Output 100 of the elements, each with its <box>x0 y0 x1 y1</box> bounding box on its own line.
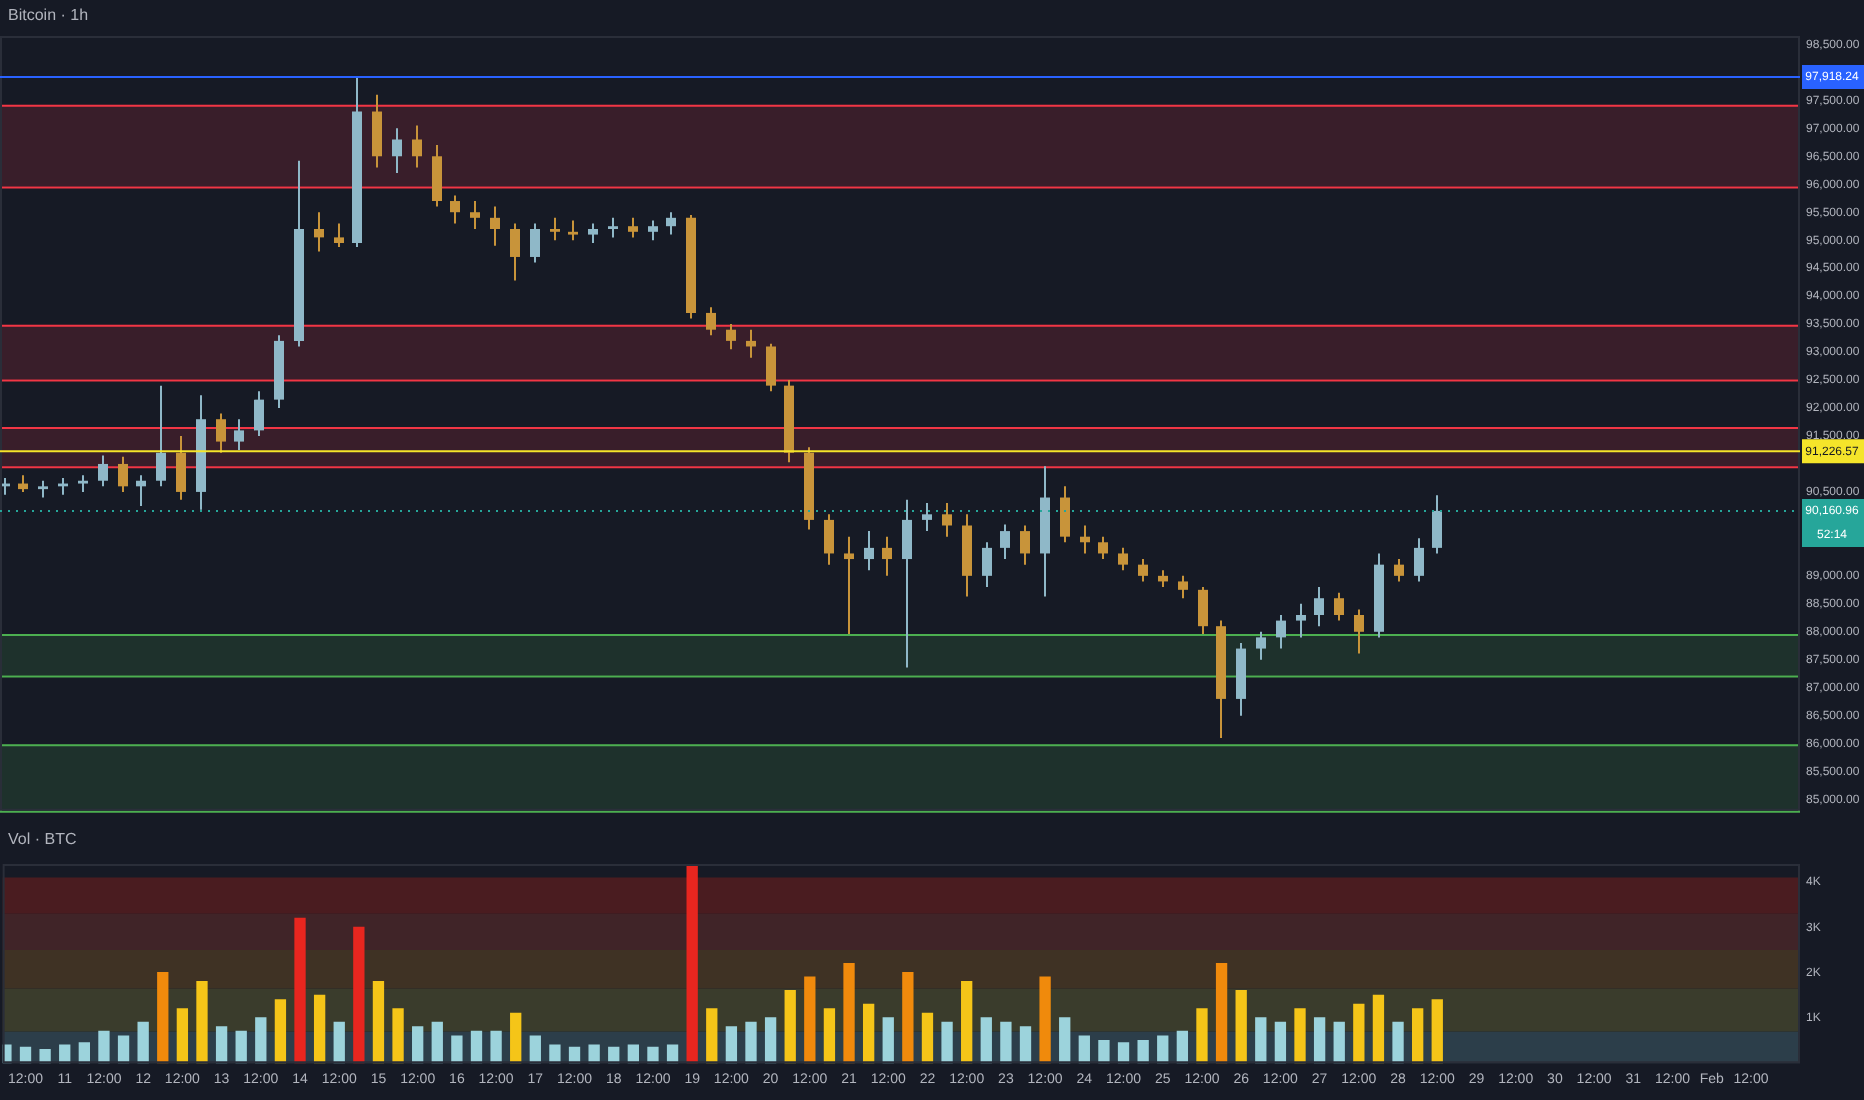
bar <box>470 1030 483 1064</box>
bar <box>745 1021 757 1064</box>
bar <box>431 1021 443 1064</box>
candlestick <box>942 502 952 538</box>
candlestick <box>234 418 244 451</box>
bar <box>313 994 326 1064</box>
bar <box>1353 1003 1365 1064</box>
candlestick <box>864 530 874 572</box>
candlestick <box>588 222 598 244</box>
bar <box>706 1008 718 1064</box>
candlestick <box>1276 614 1286 650</box>
bar <box>1313 1017 1326 1064</box>
bar <box>1333 1021 1345 1064</box>
bar <box>1372 994 1385 1064</box>
candlestick <box>334 222 344 248</box>
bar <box>804 976 816 1064</box>
candlestick <box>1314 586 1324 628</box>
candlestick <box>568 219 578 242</box>
candlestick <box>1000 523 1010 561</box>
candlestick <box>882 535 892 577</box>
candlestick <box>608 216 618 239</box>
bar <box>1019 1026 1032 1064</box>
candlestick <box>902 498 912 669</box>
bar <box>1235 990 1247 1064</box>
bar <box>274 999 287 1064</box>
bar <box>1137 1039 1149 1064</box>
candlestick <box>1138 558 1148 583</box>
bar <box>137 1021 149 1064</box>
bar <box>1196 1008 1208 1064</box>
candlestick <box>450 194 460 225</box>
candlestick <box>1118 546 1128 572</box>
candlestick <box>1020 524 1030 566</box>
candlestick <box>156 384 166 488</box>
candlestick <box>372 93 382 169</box>
candlestick <box>530 222 540 264</box>
bar <box>353 926 365 1064</box>
bar <box>961 981 973 1064</box>
candlestick <box>176 434 186 501</box>
candlestick <box>922 502 932 533</box>
bar <box>333 1021 345 1064</box>
bar <box>392 1008 404 1064</box>
bar <box>1294 1008 1306 1064</box>
bar <box>1059 1017 1071 1064</box>
candlestick <box>1394 558 1404 583</box>
bar <box>1392 1021 1404 1064</box>
bar <box>588 1044 600 1064</box>
bar <box>862 1003 875 1064</box>
bar <box>549 1044 561 1064</box>
bar <box>1431 999 1443 1064</box>
candlestick <box>726 323 736 351</box>
bar <box>725 1026 738 1064</box>
bar <box>980 1017 992 1064</box>
candlestick <box>648 219 658 242</box>
bar <box>176 1008 189 1064</box>
candlestick <box>314 211 324 253</box>
candlestick <box>666 211 676 236</box>
candlestick <box>844 535 854 636</box>
bar <box>510 1012 522 1064</box>
candlestick <box>1334 591 1344 622</box>
bar <box>784 990 796 1064</box>
candlestick <box>216 412 226 454</box>
candlestick <box>470 200 480 230</box>
bar <box>98 1030 110 1064</box>
bar <box>372 981 385 1064</box>
bar <box>1078 1035 1090 1064</box>
bar <box>1255 1017 1267 1064</box>
candlestick <box>1414 537 1424 583</box>
bar <box>764 1017 777 1064</box>
candlestick <box>1432 494 1442 555</box>
bar <box>215 1026 228 1064</box>
bar <box>157 972 169 1064</box>
candlestick <box>432 144 442 208</box>
candlestick <box>1256 630 1266 661</box>
chart-title: Bitcoin · 1h <box>8 6 89 25</box>
candlestick <box>392 127 402 175</box>
bar <box>647 1046 659 1064</box>
candlestick <box>412 124 422 169</box>
bar <box>451 1035 463 1064</box>
bar <box>1098 1039 1110 1064</box>
bar <box>941 1021 953 1064</box>
bar <box>529 1035 541 1064</box>
candlestick <box>706 306 716 337</box>
bar <box>882 1017 894 1064</box>
candlestick <box>510 222 520 282</box>
bar <box>1176 1030 1189 1064</box>
bar <box>1157 1035 1169 1064</box>
candlestick <box>628 216 638 239</box>
candlestick <box>1354 608 1364 655</box>
bar <box>412 1026 424 1064</box>
chart-title: Vol · BTC <box>8 830 77 849</box>
candlestick <box>98 454 108 488</box>
candlestick <box>550 216 560 242</box>
candlestick <box>1060 485 1070 544</box>
bar <box>117 1035 130 1064</box>
bar <box>490 1030 502 1064</box>
bar <box>1411 1008 1424 1064</box>
bar <box>823 1008 836 1064</box>
candlestick <box>982 541 992 589</box>
bar <box>843 962 855 1064</box>
bar <box>1000 1021 1012 1064</box>
